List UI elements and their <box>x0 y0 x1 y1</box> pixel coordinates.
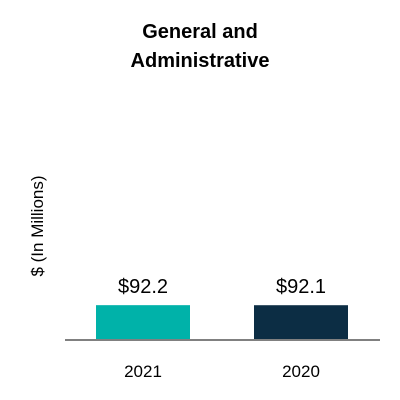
data-label-2020: $92.1 <box>276 276 326 298</box>
bar-2021 <box>96 305 190 340</box>
y-axis-label: $ (In Millions) <box>28 175 47 276</box>
chart-title-line-1: General and <box>142 21 258 43</box>
data-label-2021: $92.2 <box>118 276 168 298</box>
plot-area: $92.2 2021 $92.1 2020 <box>65 276 380 381</box>
x-tick-label-2020: 2020 <box>282 362 320 381</box>
chart-title-line-2: Administrative <box>131 50 270 72</box>
x-tick-label-2021: 2021 <box>124 362 162 381</box>
bar-2020 <box>254 305 348 340</box>
